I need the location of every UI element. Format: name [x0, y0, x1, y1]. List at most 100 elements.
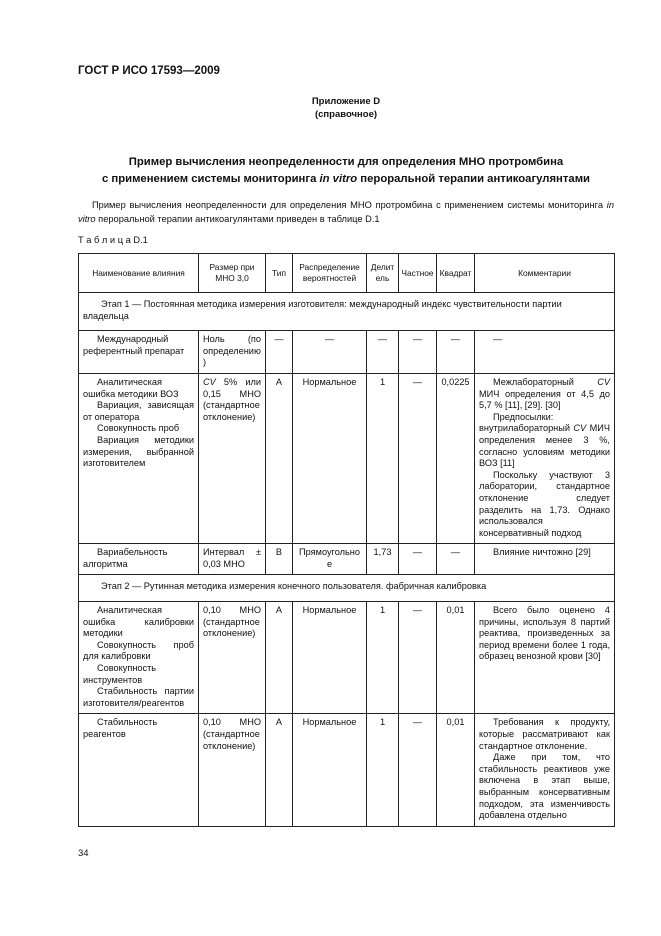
cell: Требования к продукту, которые рассматри…	[474, 713, 615, 827]
column-header: Делитель	[366, 253, 399, 293]
cell: —	[265, 330, 293, 374]
text: CV	[203, 376, 216, 387]
cell: Всего было оценено 4 причины, используя …	[474, 601, 615, 715]
paragraph: Интервал ± 0,03 МНО	[203, 547, 261, 570]
text: Стабильность партии изготовителя/реагент…	[83, 686, 194, 708]
text: Даже при том, что стабильность реактивов…	[479, 752, 610, 821]
text: Совокупность проб для калибровки	[83, 639, 194, 662]
paragraph: Международный референтный препарат	[83, 334, 194, 357]
stage-cell: Этап 2 — Рутинная методика измерения кон…	[78, 574, 615, 603]
paragraph: Пример вычисления неопределенности для о…	[78, 154, 614, 171]
text: Аналитическая ошибка методики ВОЗ	[83, 376, 179, 399]
table-row: Международный референтный препарат Ноль (…	[78, 330, 615, 374]
paragraph: Аналитическая ошибка калибровки методики	[83, 605, 194, 640]
cell: CV 5% или 0,15 МНО (стандартное отклонен…	[198, 372, 266, 545]
column-header: Тип	[265, 253, 293, 293]
cell: Аналитическая ошибка методики ВОЗ Вариаци…	[78, 372, 199, 545]
doc-title: Пример вычисления неопределенности для о…	[78, 154, 614, 188]
text: Ноль (по определению)	[203, 334, 261, 368]
cell: Влияние ничтожно [29]	[474, 543, 615, 576]
text: пероральной терапии антикоагулянтами	[357, 173, 590, 185]
paragraph: Ноль (по определению)	[203, 334, 261, 369]
paragraph: Влияние ничтожно [29]	[479, 547, 610, 559]
cell: 1,73	[366, 543, 399, 576]
text: МИЧ определения от 4,5 до 5,7 % [11], [2…	[479, 388, 610, 411]
cell: Аналитическая ошибка калибровки методики…	[78, 601, 199, 715]
cell: Ноль (по определению)	[198, 330, 266, 374]
text: Аналитическая ошибка калибровки методики	[83, 605, 194, 639]
text: in vitro	[78, 200, 614, 224]
paragraph: с применением системы мониторинга in vit…	[78, 171, 614, 188]
column-header: Частное	[398, 253, 437, 293]
cell: 1	[366, 601, 399, 715]
cell: —	[292, 330, 367, 374]
cell: —	[436, 543, 475, 576]
cell: 0,0225	[436, 372, 475, 545]
table-row: Этап 2 — Рутинная методика измерения кон…	[78, 574, 615, 603]
cell: —	[366, 330, 399, 374]
text: Поскольку участвуют 3 лаборатории, станд…	[479, 469, 610, 538]
cell: Международный референтный препарат	[78, 330, 199, 374]
paragraph: Вариабельность алгоритма	[83, 547, 194, 570]
text: Требования к продукту, которые рассматри…	[479, 717, 610, 751]
paragraph: Поскольку участвуют 3 лаборатории, станд…	[479, 470, 610, 540]
column-header: Квадрат	[436, 253, 475, 293]
paragraph: —	[479, 334, 610, 346]
cell: 1	[366, 713, 399, 827]
table: Наименование влияния Размер при МНО 3,0 Ти…	[78, 253, 615, 827]
cell: 0,01	[436, 713, 475, 827]
paragraph: Совокупность проб	[83, 423, 194, 435]
text: CV	[573, 423, 587, 434]
text: Совокупность инструментов	[83, 663, 157, 685]
text: Пример вычисления неопределенности для о…	[128, 156, 564, 168]
cell: Межлабораторный CV МИЧ определения от 4,…	[474, 372, 615, 545]
text: in vitro	[319, 173, 358, 185]
cell: А	[265, 601, 293, 715]
column-header: Размер при МНО 3,0	[198, 253, 266, 293]
cell: —	[398, 372, 437, 545]
text: 0,10 МНО (стандартное отклонение)	[203, 717, 261, 751]
text: CV	[597, 376, 610, 387]
cell: —	[398, 330, 437, 374]
header-row: Наименование влияния Размер при МНО 3,0 Ти…	[78, 253, 615, 293]
page-number: 34	[78, 848, 89, 859]
cell: Вариабельность алгоритма	[78, 543, 199, 576]
paragraph: Совокупность инструментов	[83, 663, 194, 686]
cell: —	[398, 601, 437, 715]
table-row: Аналитическая ошибка калибровки методики…	[78, 601, 615, 715]
paragraph: Стабильность реагентов	[83, 717, 194, 740]
paragraph: Аналитическая ошибка методики ВОЗ	[83, 377, 194, 400]
text: Всего было оценено 4 причины, используя …	[479, 605, 610, 662]
cell: —	[398, 713, 437, 827]
column-header: Наименование влияния	[78, 253, 199, 293]
cell: —	[436, 330, 475, 374]
text: Международный референтный препарат	[83, 334, 185, 356]
cell: А	[265, 372, 293, 545]
cell: —	[474, 330, 615, 374]
paragraph: Даже при том, что стабильность реактивов…	[479, 752, 610, 822]
cell: Нормальное	[292, 372, 367, 545]
table-caption: Т а б л и ц а D.1	[78, 235, 148, 245]
paragraph: Совокупность проб для калибровки	[83, 640, 194, 663]
cell: Прямоугольное	[292, 543, 367, 576]
text: пероральной терапии антикоагулянтами при…	[95, 214, 380, 224]
column-header: Распределение вероятностей	[292, 253, 367, 293]
paragraph: Стабильность партии изготовителя/реагент…	[83, 686, 194, 709]
table-row: Стабильность реагентов 0,10 МНО (стандарт…	[78, 713, 615, 827]
text: Предпосылки: внутрилабораторный	[479, 411, 574, 434]
text: Интервал ± 0,03 МНО	[203, 547, 261, 569]
text: Влияние ничтожно [29]	[493, 547, 591, 558]
table-row: Вариабельность алгоритма Интервал ± 0,03 …	[78, 543, 615, 576]
column-header: Комментарии	[474, 253, 615, 293]
paragraph: CV 5% или 0,15 МНО (стандартное отклонен…	[203, 377, 261, 423]
paragraph: 0,10 МНО (стандартное отклонение)	[203, 605, 261, 640]
text: Стабильность реагентов	[83, 717, 158, 739]
text: Вариация методики измерения, выбранной и…	[83, 434, 194, 469]
cell: Нормальное	[292, 601, 367, 715]
annex: Приложение D (справочное)	[78, 95, 614, 121]
annex-note: (справочное)	[314, 109, 378, 120]
text: Межлабораторный	[493, 376, 598, 387]
stage-cell: Этап 1 — Постоянная методика измерения и…	[78, 291, 615, 332]
text: МИЧ определения менее 3 %, согласно усло…	[479, 423, 610, 469]
paragraph: Требования к продукту, которые рассматри…	[479, 717, 610, 752]
